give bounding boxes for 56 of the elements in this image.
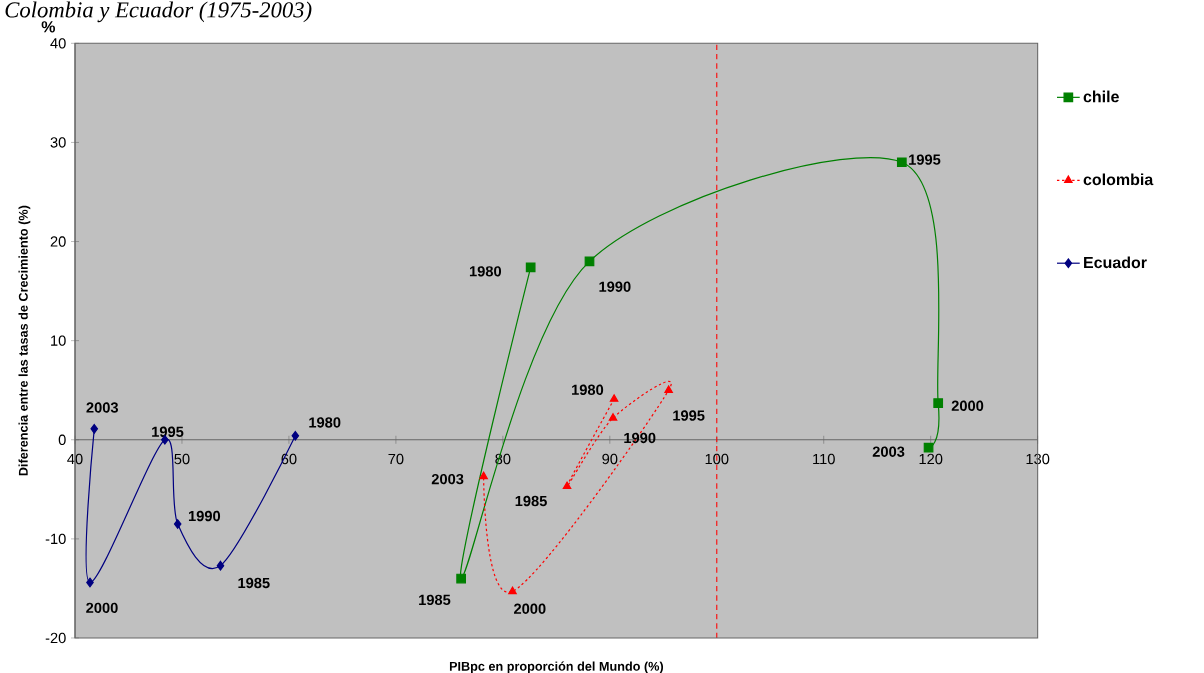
annotation: 2000 (86, 602, 118, 614)
point (173, 519, 182, 529)
y-tick-label: 40 (50, 38, 66, 49)
annotation: 2000 (951, 400, 984, 411)
x-tick-label: 50 (174, 453, 190, 465)
x-tick-label: 90 (602, 453, 618, 465)
annotation: 2000 (514, 603, 546, 614)
point (664, 385, 673, 393)
legend-label: chile (1083, 90, 1119, 103)
annotation: 2003 (431, 473, 464, 485)
point (90, 424, 99, 434)
point (608, 413, 618, 421)
annotation: 1980 (309, 417, 341, 428)
legend-label: colombia (1083, 173, 1154, 186)
point (562, 481, 572, 490)
legend-label: Ecuador (1084, 256, 1147, 269)
annotation: 1980 (469, 266, 502, 277)
point (86, 577, 94, 588)
point (291, 430, 300, 441)
annotation: 1980 (572, 384, 604, 395)
annotation: 2003 (86, 402, 119, 413)
annotation: 1995 (909, 154, 941, 165)
point (896, 157, 907, 168)
x-tick-label: 70 (388, 453, 404, 465)
point (923, 442, 934, 453)
y-tick-label: 10 (51, 335, 66, 346)
point (525, 262, 536, 273)
y-tick-label: -10 (45, 533, 66, 545)
y-axis-title: Diferencia entre las tasas de Crecimiento (%) (18, 205, 31, 476)
x-tick-label: 120 (919, 453, 943, 465)
point (216, 560, 225, 571)
y-tick-label: -20 (45, 632, 66, 644)
annotation: 1990 (624, 432, 656, 444)
point (456, 573, 467, 584)
point (508, 586, 517, 595)
annotation: 1995 (673, 410, 705, 421)
annotation: 1985 (419, 594, 451, 606)
point (479, 471, 488, 480)
annotation: 2003 (872, 446, 905, 457)
annotation: 1995 (152, 426, 184, 437)
annotation: 1990 (599, 281, 631, 292)
y-tick-label: 30 (50, 137, 66, 148)
x-tick-label: 110 (813, 453, 835, 465)
x-tick-label: 100 (705, 453, 729, 465)
y-tick-label: 0 (58, 434, 66, 445)
point (584, 256, 595, 267)
point (609, 394, 619, 402)
annotation: 1990 (188, 510, 221, 522)
y-tick-label: 20 (50, 236, 66, 247)
point (933, 398, 944, 408)
x-tick-label: 130 (1026, 453, 1050, 465)
annotation: 1985 (515, 495, 547, 507)
x-axis-title: PIBpc en proporción del Mundo (%) (449, 661, 664, 673)
text: % (41, 21, 56, 33)
x-tick-label: 40 (67, 453, 83, 465)
annotation: 1985 (238, 577, 270, 589)
